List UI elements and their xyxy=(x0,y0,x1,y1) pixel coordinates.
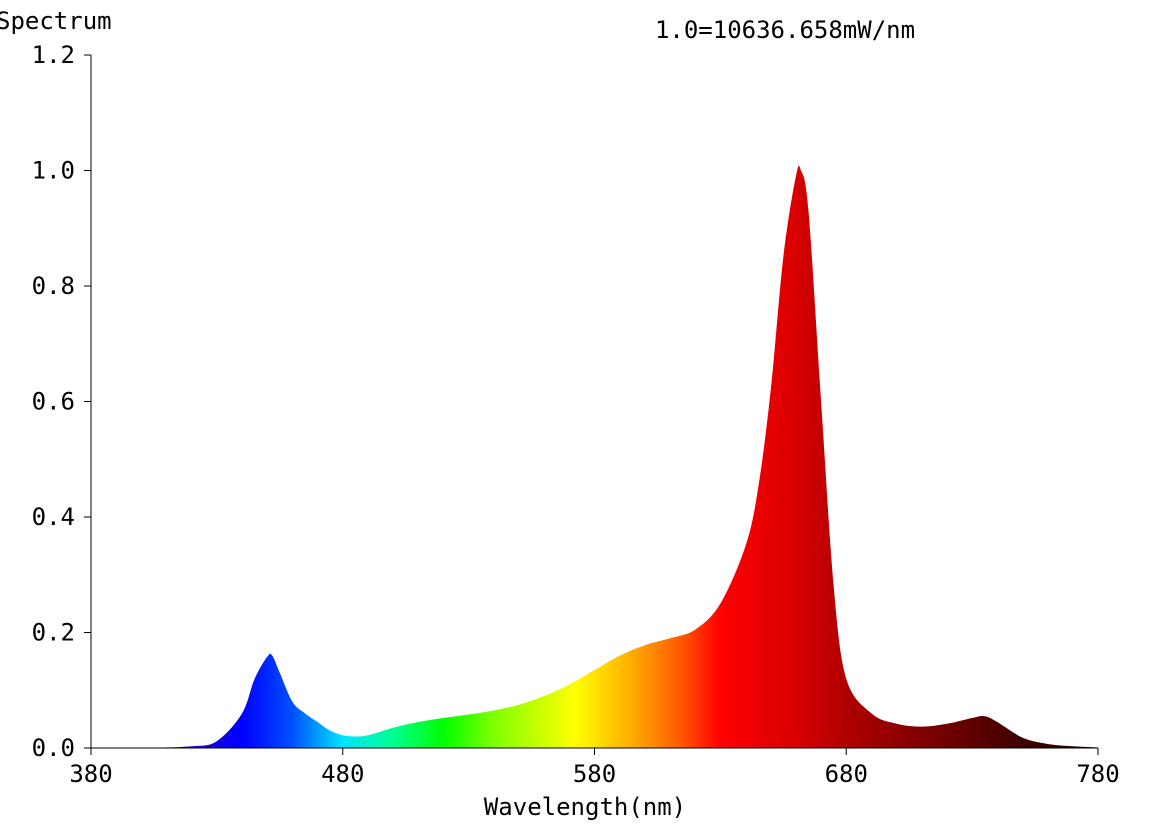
y-tick-label: 0.0 xyxy=(32,734,75,762)
y-tick-label: 0.4 xyxy=(32,503,75,531)
x-tick-label: 480 xyxy=(321,760,364,788)
x-axis-title: Wavelength(nm) xyxy=(484,793,686,821)
y-ticks: 0.0 0.2 0.4 0.6 0.8 1.0 1.2 xyxy=(32,41,91,762)
spectrum-area xyxy=(91,165,1098,748)
y-tick-label: 0.2 xyxy=(32,619,75,647)
x-tick-label: 380 xyxy=(69,760,112,788)
y-axis-title: Spectrum xyxy=(0,7,112,35)
y-tick-label: 1.2 xyxy=(32,41,75,69)
y-tick-label: 0.8 xyxy=(32,272,75,300)
y-tick-label: 1.0 xyxy=(32,157,75,185)
y-tick-label: 0.6 xyxy=(32,388,75,416)
x-tick-label: 780 xyxy=(1076,760,1119,788)
x-tick-label: 580 xyxy=(573,760,616,788)
plot-area xyxy=(91,165,1098,748)
chart-title: 1.0=10636.658mW/nm xyxy=(655,16,915,44)
x-ticks: 380 480 580 680 780 xyxy=(69,748,1120,788)
x-tick-label: 680 xyxy=(825,760,868,788)
